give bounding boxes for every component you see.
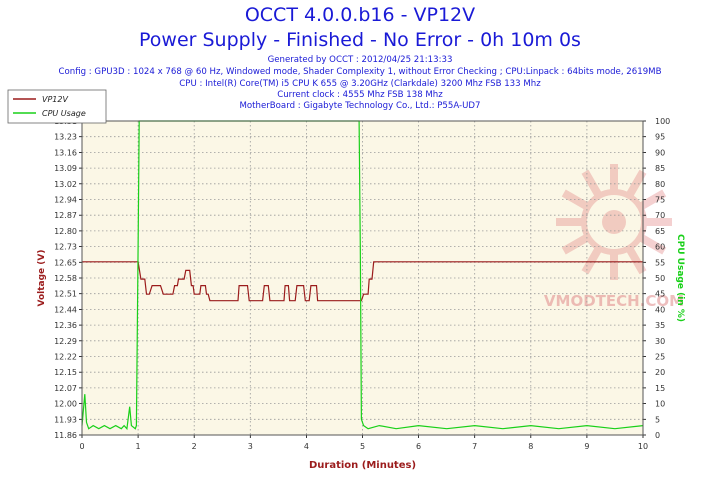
y-tick-label: 12.44 <box>54 305 77 314</box>
y-tick-label: 12.15 <box>54 368 77 377</box>
y-tick-label: 12.94 <box>54 196 77 205</box>
y-tick-label: 12.07 <box>54 384 77 393</box>
y2-tick-label: 90 <box>655 148 665 157</box>
x-tick-label: 3 <box>248 442 253 451</box>
y-tick-label: 12.87 <box>54 211 77 220</box>
generated-info: Generated by OCCT : 2012/04/25 21:13:33 <box>267 55 453 65</box>
motherboard-info: MotherBoard : Gigabyte Technology Co., L… <box>239 101 481 111</box>
y2-tick-label: 40 <box>655 305 665 314</box>
x-axis-title: Duration (Minutes) <box>309 460 416 471</box>
y2-tick-label: 20 <box>655 368 665 377</box>
x-tick-label: 8 <box>528 442 533 451</box>
chart-title: OCCT 4.0.0.b16 - VP12V <box>244 4 476 26</box>
x-tick-label: 9 <box>584 442 589 451</box>
y2-tick-label: 5 <box>655 415 660 424</box>
legend-label: VP12V <box>42 95 68 104</box>
legend-box <box>7 89 107 124</box>
clock-info: Current clock : 4555 Mhz FSB 138 Mhz <box>277 90 443 100</box>
x-tick-label: 1 <box>136 442 141 451</box>
y-tick-label: 11.93 <box>54 415 77 424</box>
x-tick-label: 5 <box>360 442 365 451</box>
y2-tick-label: 25 <box>655 353 665 362</box>
y2-tick-label: 65 <box>655 227 665 236</box>
y-tick-label: 11.86 <box>54 431 77 440</box>
y-tick-label: 12.65 <box>54 258 77 267</box>
y2-tick-label: 85 <box>655 164 665 173</box>
legend-label: CPU Usage <box>42 109 86 118</box>
x-tick-label: 10 <box>638 442 648 451</box>
cpu-info: CPU : Intel(R) Core(TM) i5 CPU K 655 @ 3… <box>179 79 541 89</box>
y2-tick-label: 70 <box>655 211 665 220</box>
x-tick-label: 2 <box>192 442 197 451</box>
y2-tick-label: 45 <box>655 290 665 299</box>
y2-tick-label: 35 <box>655 321 665 330</box>
x-tick-label: 6 <box>416 442 421 451</box>
y-tick-label: 12.29 <box>54 337 77 346</box>
y-tick-label: 12.80 <box>54 227 77 236</box>
y-tick-label: 12.58 <box>54 274 77 283</box>
y-tick-label: 13.16 <box>54 148 77 157</box>
y-tick-label: 12.51 <box>54 290 77 299</box>
x-tick-label: 0 <box>79 442 84 451</box>
y2-tick-label: 75 <box>655 196 665 205</box>
y2-axis-title: CPU Usage (in %) <box>675 234 685 322</box>
x-tick-label: 4 <box>304 442 309 451</box>
chart-subtitle: Power Supply - Finished - No Error - 0h … <box>139 29 581 51</box>
y2-tick-label: 50 <box>655 274 665 283</box>
y-tick-label: 12.36 <box>54 321 77 330</box>
y2-tick-label: 60 <box>655 243 665 252</box>
y2-tick-label: 95 <box>655 133 665 142</box>
y-tick-label: 12.22 <box>54 353 77 362</box>
y-tick-label: 13.02 <box>54 180 77 189</box>
x-tick-label: 7 <box>472 442 477 451</box>
y2-tick-label: 15 <box>655 384 665 393</box>
watermark-text: VMODTECH.COM <box>544 292 684 310</box>
y2-tick-label: 10 <box>655 400 665 409</box>
watermark-logo <box>556 164 672 280</box>
y-axis-title: Voltage (V) <box>37 250 47 307</box>
y2-tick-label: 30 <box>655 337 665 346</box>
y2-tick-label: 80 <box>655 180 665 189</box>
plot-border <box>81 120 644 436</box>
y2-tick-label: 0 <box>655 431 660 440</box>
y-tick-label: 12.73 <box>54 243 77 252</box>
config-info: Config : GPU3D : 1024 x 768 @ 60 Hz, Win… <box>58 67 662 77</box>
y2-tick-label: 55 <box>655 258 665 267</box>
y-tick-label: 12.00 <box>54 400 77 409</box>
y-tick-label: 13.09 <box>54 164 77 173</box>
y2-tick-label: 100 <box>655 117 670 126</box>
series-line-cpu-usage <box>81 120 644 431</box>
series-line-vp12v <box>82 261 643 302</box>
y-tick-label: 13.23 <box>54 133 77 142</box>
